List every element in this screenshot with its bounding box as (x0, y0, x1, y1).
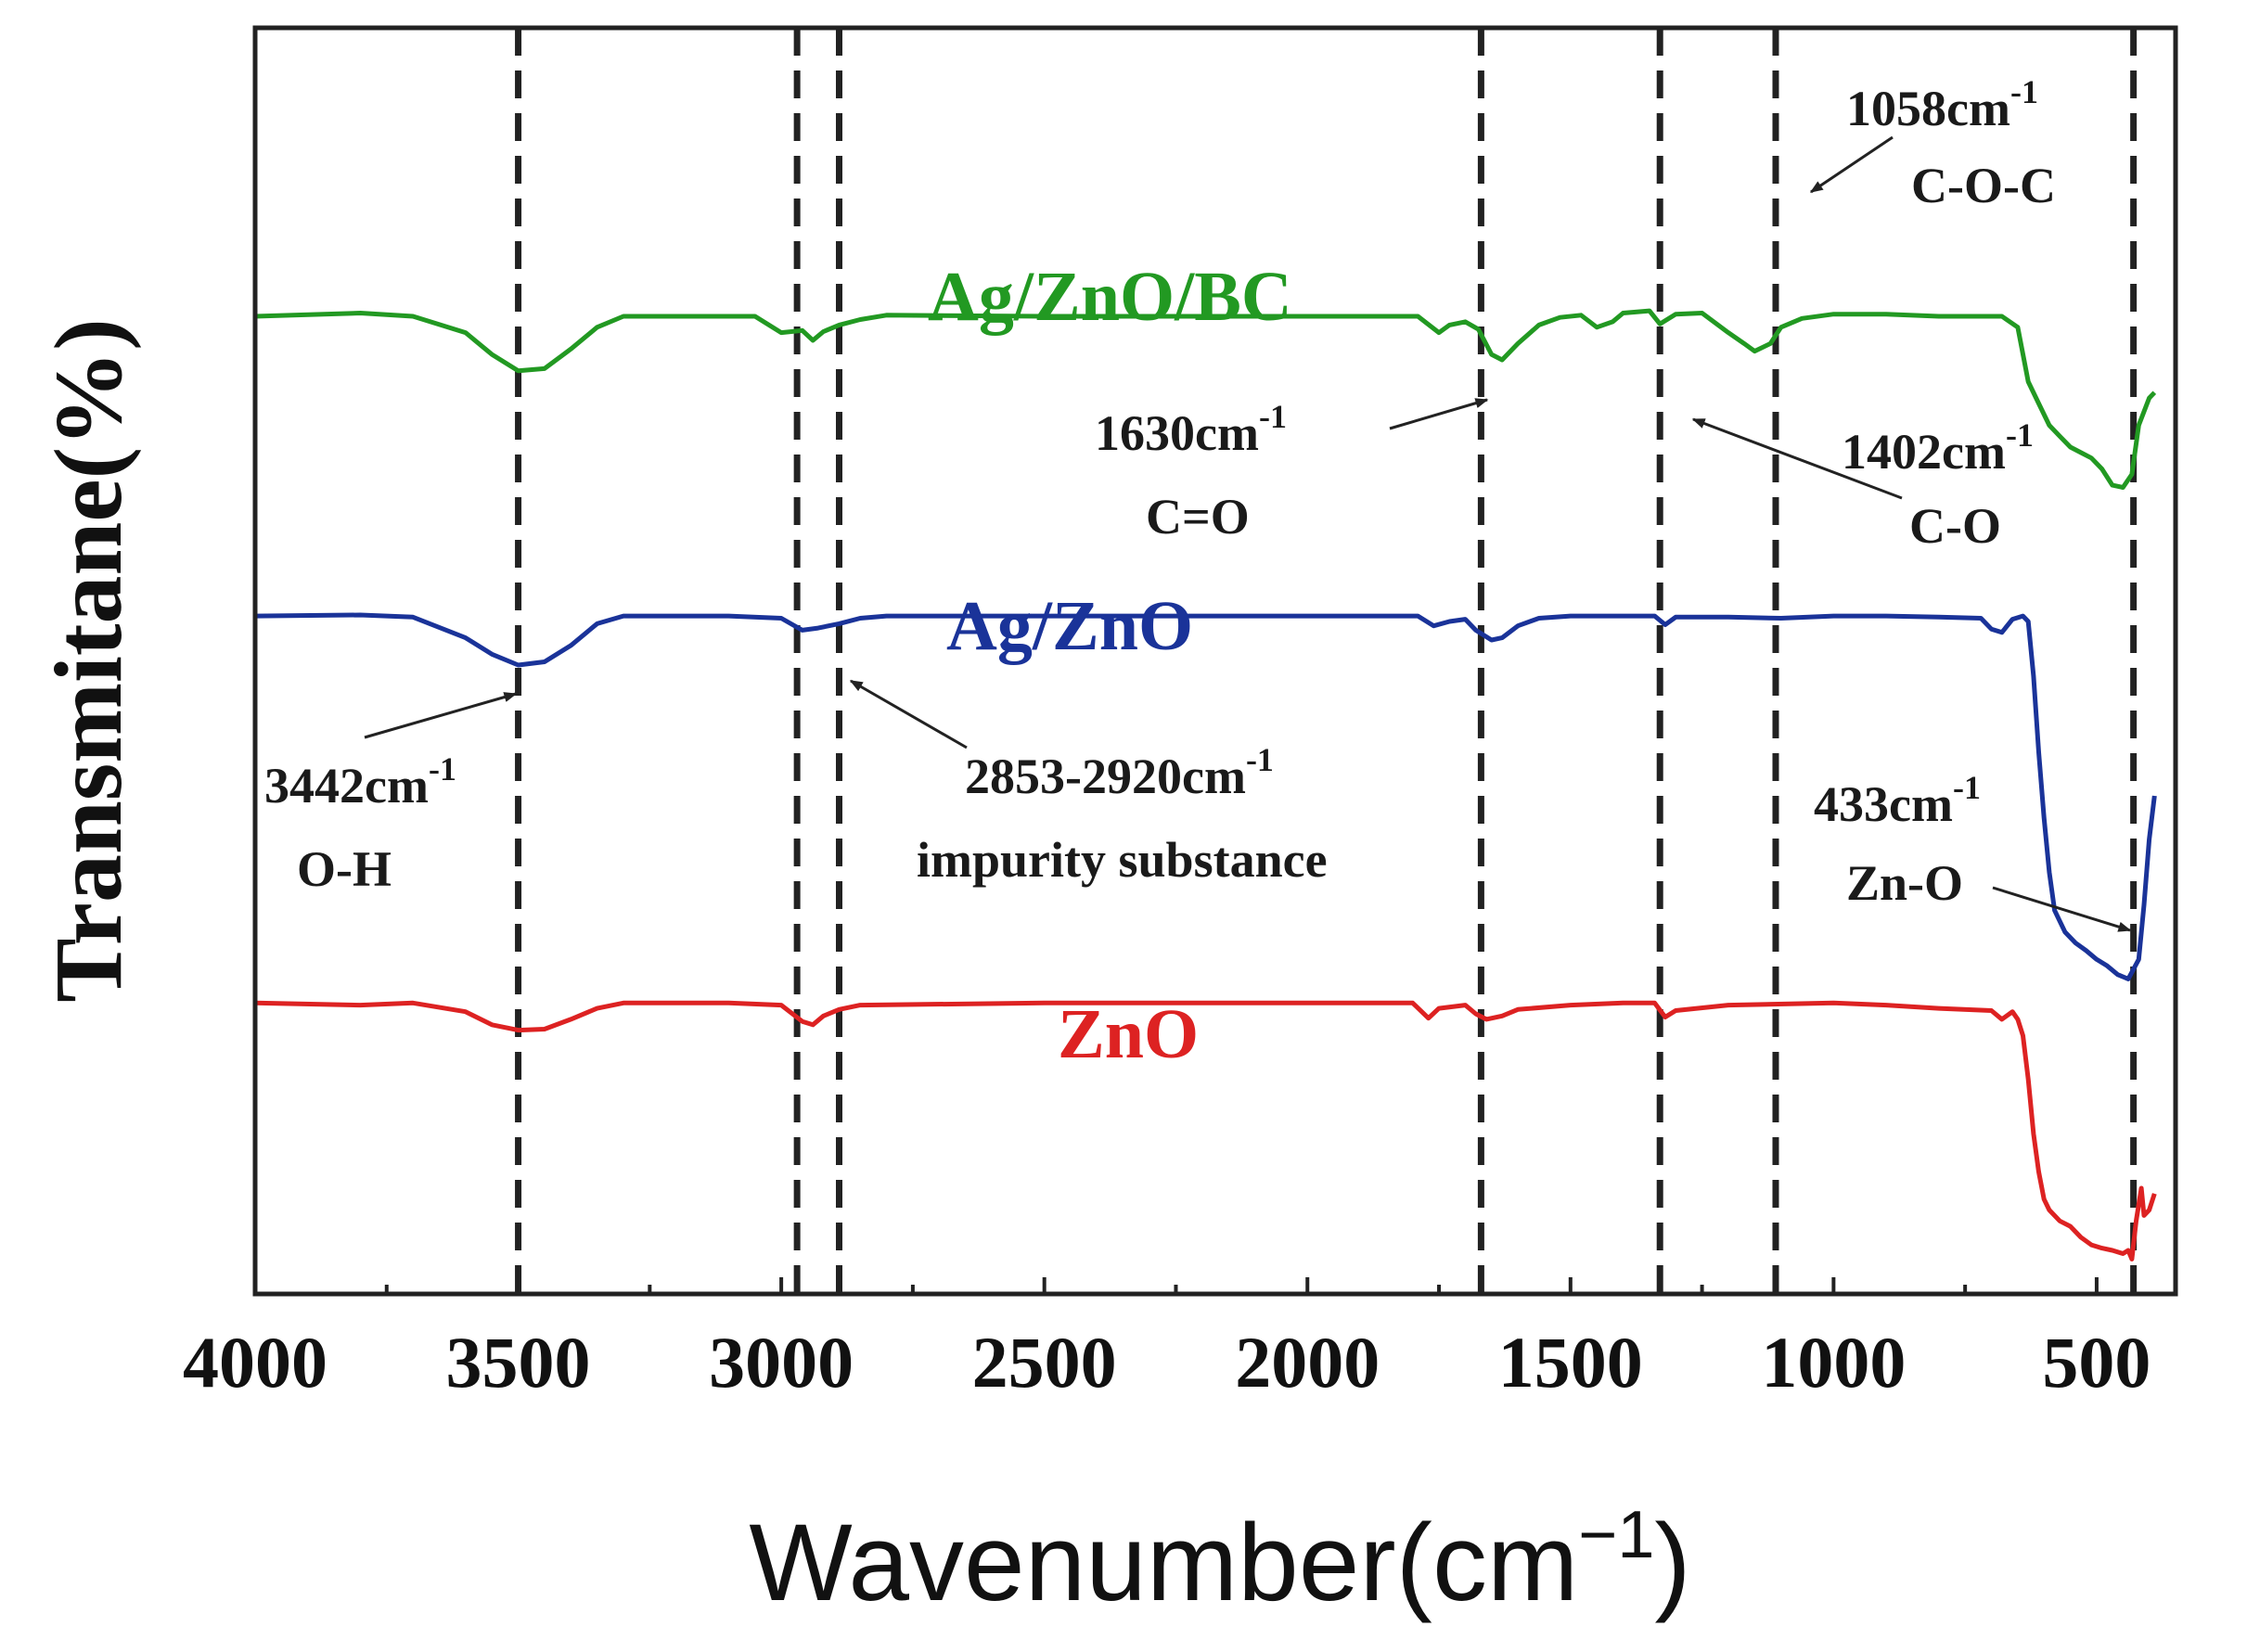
annotation-433: 433cm-1 (1814, 769, 1981, 832)
arrow-1058 (1809, 135, 1894, 194)
annotation-impurity: impurity substance (917, 832, 1328, 888)
series-label-zno: ZnO (1058, 995, 1199, 1073)
x-tick-label-1500: 1500 (1498, 1322, 1643, 1402)
x-tick-label-3500: 3500 (446, 1322, 591, 1402)
annotation-c-o-c: C-O-C (1911, 158, 2056, 213)
y-axis-label: Transmitane(%) (35, 318, 142, 1003)
annotation-1058: 1058cm-1 (1846, 73, 2038, 136)
x-tick-label-2000: 2000 (1235, 1322, 1380, 1402)
series-label-ag-zno: Ag/ZnO (946, 587, 1193, 665)
x-tick-label-500: 500 (2042, 1322, 2151, 1402)
annotation-2853-2920: 2853-2920cm-1 (965, 741, 1274, 804)
annotation-o-h: O-H (297, 841, 392, 897)
series-line-zno (254, 1000, 2157, 1261)
series-label-ag-zno-bc: Ag/ZnO/BC (928, 258, 1292, 336)
arrow-3442 (364, 692, 518, 739)
x-tick-label-3000: 3000 (709, 1322, 854, 1402)
annotation-3442: 3442cm-1 (264, 750, 456, 813)
plot-frame (252, 25, 2178, 1297)
arrow-2853 (849, 679, 968, 749)
series-line-ag-zno (254, 612, 2157, 981)
spectra (254, 308, 2157, 1261)
annotation-c-eq-o: C=O (1146, 489, 1250, 544)
x-tick-label-1000: 1000 (1761, 1322, 1906, 1402)
annotation-c-o: C-O (1909, 498, 2001, 554)
reference-lines (515, 28, 2138, 1294)
x-axis-label: Wavenumber(cm−1) (749, 1498, 1690, 1624)
annotation-zn-o: Zn-O (1846, 855, 1963, 911)
x-axis-tick-labels: 4000 3500 3000 2500 2000 1500 1000 500 (183, 1322, 2151, 1402)
arrow-433 (1992, 886, 2132, 932)
x-tick-label-2500: 2500 (972, 1322, 1117, 1402)
x-axis-ticks (253, 1277, 2099, 1294)
arrow-1630 (1389, 398, 1489, 430)
arrow-1402 (1691, 417, 1903, 500)
series-line-ag-zno-bc (254, 308, 2157, 490)
x-tick-label-4000: 4000 (183, 1322, 327, 1402)
annotation-1630: 1630cm-1 (1095, 398, 1287, 461)
annotation-1402: 1402cm-1 (1842, 416, 2034, 480)
